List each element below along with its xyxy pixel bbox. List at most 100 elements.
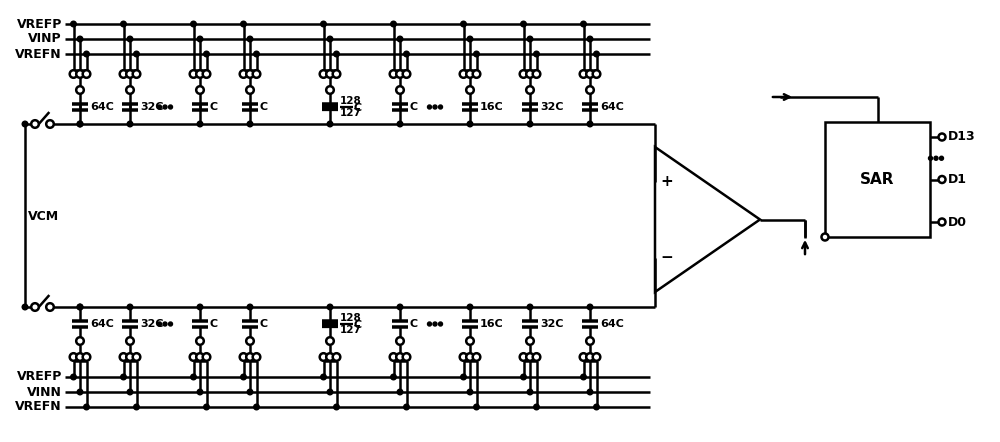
Text: 16C: 16C xyxy=(480,319,504,329)
Circle shape xyxy=(397,389,403,395)
Circle shape xyxy=(527,304,533,310)
Text: 32C: 32C xyxy=(140,102,164,112)
Circle shape xyxy=(76,353,84,361)
Text: C: C xyxy=(260,319,268,329)
Circle shape xyxy=(31,120,39,128)
Circle shape xyxy=(533,353,540,361)
Circle shape xyxy=(527,389,533,395)
Circle shape xyxy=(126,70,134,78)
Circle shape xyxy=(461,374,466,380)
Text: VREFP: VREFP xyxy=(17,370,62,384)
Circle shape xyxy=(133,70,140,78)
Circle shape xyxy=(196,86,204,94)
Circle shape xyxy=(77,121,83,127)
Text: C: C xyxy=(410,102,418,112)
Circle shape xyxy=(126,86,134,94)
Circle shape xyxy=(326,353,334,361)
Circle shape xyxy=(253,353,260,361)
Circle shape xyxy=(240,70,247,78)
Circle shape xyxy=(397,36,403,42)
Circle shape xyxy=(121,21,126,27)
Circle shape xyxy=(197,304,203,310)
Circle shape xyxy=(934,156,938,160)
Circle shape xyxy=(246,70,254,78)
Text: D13: D13 xyxy=(948,130,976,144)
Circle shape xyxy=(938,133,946,141)
Circle shape xyxy=(587,121,593,127)
Circle shape xyxy=(127,36,133,42)
Circle shape xyxy=(253,70,260,78)
Circle shape xyxy=(71,374,76,380)
Circle shape xyxy=(404,404,409,410)
Circle shape xyxy=(134,51,139,57)
Circle shape xyxy=(594,404,599,410)
Circle shape xyxy=(203,70,210,78)
Circle shape xyxy=(460,70,467,78)
Circle shape xyxy=(326,337,334,345)
Circle shape xyxy=(241,21,246,27)
Circle shape xyxy=(83,353,90,361)
Text: 128: 128 xyxy=(340,313,362,323)
Circle shape xyxy=(467,304,473,310)
Text: VCM: VCM xyxy=(28,210,59,224)
Circle shape xyxy=(403,353,410,361)
Circle shape xyxy=(127,121,133,127)
Text: 16C: 16C xyxy=(480,102,504,112)
Circle shape xyxy=(240,353,247,361)
Circle shape xyxy=(396,70,404,78)
Circle shape xyxy=(84,404,89,410)
Text: C: C xyxy=(354,103,362,113)
Circle shape xyxy=(327,389,333,395)
Circle shape xyxy=(390,353,397,361)
Circle shape xyxy=(533,70,540,78)
Circle shape xyxy=(938,176,946,183)
Text: 32C: 32C xyxy=(540,319,564,329)
Circle shape xyxy=(127,304,133,310)
Circle shape xyxy=(31,303,39,311)
Circle shape xyxy=(587,304,593,310)
Circle shape xyxy=(473,353,480,361)
Circle shape xyxy=(320,353,327,361)
Circle shape xyxy=(46,303,54,311)
Circle shape xyxy=(467,121,473,127)
Circle shape xyxy=(586,353,594,361)
Circle shape xyxy=(254,404,259,410)
Circle shape xyxy=(428,322,432,326)
Text: 64C: 64C xyxy=(90,102,114,112)
Circle shape xyxy=(321,374,326,380)
Circle shape xyxy=(593,70,600,78)
Circle shape xyxy=(191,374,196,380)
Circle shape xyxy=(467,389,473,395)
Circle shape xyxy=(70,70,77,78)
Circle shape xyxy=(928,156,932,160)
Circle shape xyxy=(190,70,197,78)
Circle shape xyxy=(76,70,84,78)
Circle shape xyxy=(133,353,140,361)
Text: VINN: VINN xyxy=(27,385,62,399)
Circle shape xyxy=(46,120,54,128)
Circle shape xyxy=(433,105,437,109)
Circle shape xyxy=(321,21,326,27)
Circle shape xyxy=(326,86,334,94)
Text: 32C: 32C xyxy=(140,319,164,329)
Text: 128: 128 xyxy=(340,96,362,106)
Circle shape xyxy=(22,304,28,310)
Circle shape xyxy=(526,70,534,78)
Circle shape xyxy=(526,337,534,345)
Circle shape xyxy=(77,304,83,310)
Circle shape xyxy=(197,389,203,395)
Circle shape xyxy=(246,86,254,94)
Circle shape xyxy=(390,70,397,78)
Text: C: C xyxy=(410,319,418,329)
Circle shape xyxy=(527,121,533,127)
Circle shape xyxy=(168,322,173,326)
Circle shape xyxy=(247,36,253,42)
Circle shape xyxy=(580,70,587,78)
Text: SAR: SAR xyxy=(860,172,895,187)
Circle shape xyxy=(397,304,403,310)
Circle shape xyxy=(391,374,396,380)
Circle shape xyxy=(158,322,162,326)
Circle shape xyxy=(433,322,437,326)
Circle shape xyxy=(327,121,333,127)
Circle shape xyxy=(586,86,594,94)
